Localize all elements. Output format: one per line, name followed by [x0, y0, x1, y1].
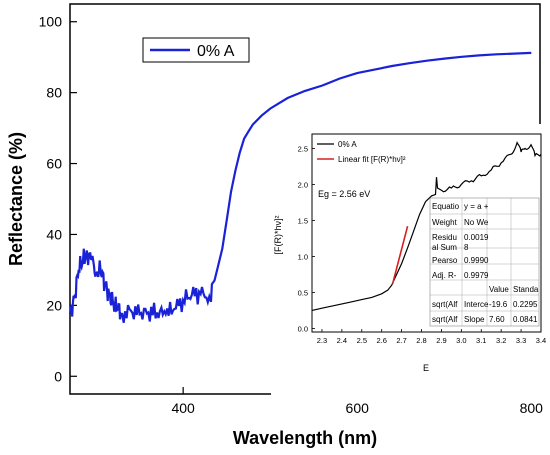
fit-table-cell: Value — [489, 285, 509, 294]
fit-table-cell: 8 — [464, 243, 469, 252]
inset-x-tick-label: 2.7 — [396, 336, 406, 345]
inset-y-tick-label: 2.0 — [298, 180, 308, 189]
inset-annotation: Eg = 2.56 eV — [318, 189, 370, 199]
fit-table-frame — [429, 197, 540, 327]
inset-y-tick-label: 1.0 — [298, 252, 308, 261]
fit-table-cell: al Sum — [432, 243, 457, 252]
main-x-tick-label: 600 — [346, 400, 370, 416]
main-x-tick-label: 400 — [171, 400, 195, 416]
inset-x-tick-label: 2.6 — [376, 336, 386, 345]
inset-x-tick-label: 2.4 — [337, 336, 347, 345]
fit-table-cell: Adj. R- — [432, 271, 457, 280]
inset-x-tick-label: 3.3 — [516, 336, 526, 345]
main-y-tick-label: 100 — [39, 14, 63, 30]
inset-x-tick-label: 3.2 — [496, 336, 506, 345]
inset-y-tick-label: 2.5 — [298, 144, 308, 153]
main-y-tick-label: 0 — [54, 368, 62, 384]
main-y-tick-label: 40 — [46, 226, 62, 242]
fit-table-cell: -19.6 — [489, 300, 508, 309]
inset-series-line — [311, 141, 542, 311]
fit-table-cell: 7.60 — [489, 315, 505, 324]
fit-table-cell: sqrt(Alf — [432, 315, 458, 324]
inset-x-tick-label: 2.8 — [416, 336, 426, 345]
main-x-tick-label: 800 — [520, 400, 544, 416]
inset-y-axis-title: [F(R)*hν]² — [273, 216, 283, 255]
main-x-axis-title: Wavelength (nm) — [233, 428, 377, 448]
fit-table-cell: 0.9979 — [464, 271, 489, 280]
fit-table-cell: Equatio — [432, 202, 460, 211]
fit-table-cell: 0.0019 — [464, 233, 489, 242]
inset-fit-line — [391, 225, 409, 285]
main-y-tick-label: 80 — [46, 85, 62, 101]
inset-y-tick-label: 0.0 — [298, 324, 308, 333]
inset-x-tick-label: 2.9 — [436, 336, 446, 345]
inset-y-tick-label: 0.5 — [298, 288, 308, 297]
fit-table-cell: Pearso — [432, 256, 458, 265]
inset-y-tick-label: 1.5 — [298, 216, 308, 225]
main-legend: 0% A — [142, 37, 250, 63]
fit-table-cell: Interce — [464, 300, 489, 309]
fit-table-cell: Weight — [432, 218, 458, 227]
main-y-axis-title: Reflectance (%) — [6, 132, 26, 266]
inset-x-tick-label: 3.0 — [456, 336, 466, 345]
main-y-tick-label: 20 — [46, 297, 62, 313]
fit-table-cell: 0.2295 — [513, 300, 538, 309]
inset-x-tick-label: 3.4 — [536, 336, 546, 345]
fit-table-cell: 0.0841 — [513, 315, 538, 324]
fit-table-cell: Standa — [513, 285, 539, 294]
inset-x-axis-title: E — [423, 363, 429, 373]
fit-table-cell: Slope — [464, 315, 485, 324]
fit-table-cell: sqrt(Alf — [432, 300, 458, 309]
fit-table-cell: No We — [464, 218, 489, 227]
inset-x-tick-label: 2.3 — [317, 336, 327, 345]
inset-plot-frame — [311, 133, 542, 333]
main-y-tick-label: 60 — [46, 156, 62, 172]
main-series-line — [68, 51, 532, 323]
fit-results-table: Equatio y = a + Weight No We Residu 0.0019 al … — [429, 197, 540, 327]
inset-legend-label-data: 0% A — [338, 140, 357, 149]
inset-chart: 2.3 2.4 2.5 2.6 2.7 2.8 2.9 3.0 3.1 3.2 3.3 3.40.00… — [271, 124, 546, 398]
inset-x-tick-label: 3.1 — [476, 336, 486, 345]
inset-legend-label-fit: Linear fit [F(R)*hν]² — [338, 155, 406, 164]
fit-table-cell: 0.9990 — [464, 256, 489, 265]
fit-table-cell: y = a + — [464, 202, 489, 211]
main-legend-label: 0% A — [197, 43, 235, 60]
inset-x-tick-label: 2.5 — [357, 336, 367, 345]
fit-table-cell: Residu — [432, 233, 457, 242]
